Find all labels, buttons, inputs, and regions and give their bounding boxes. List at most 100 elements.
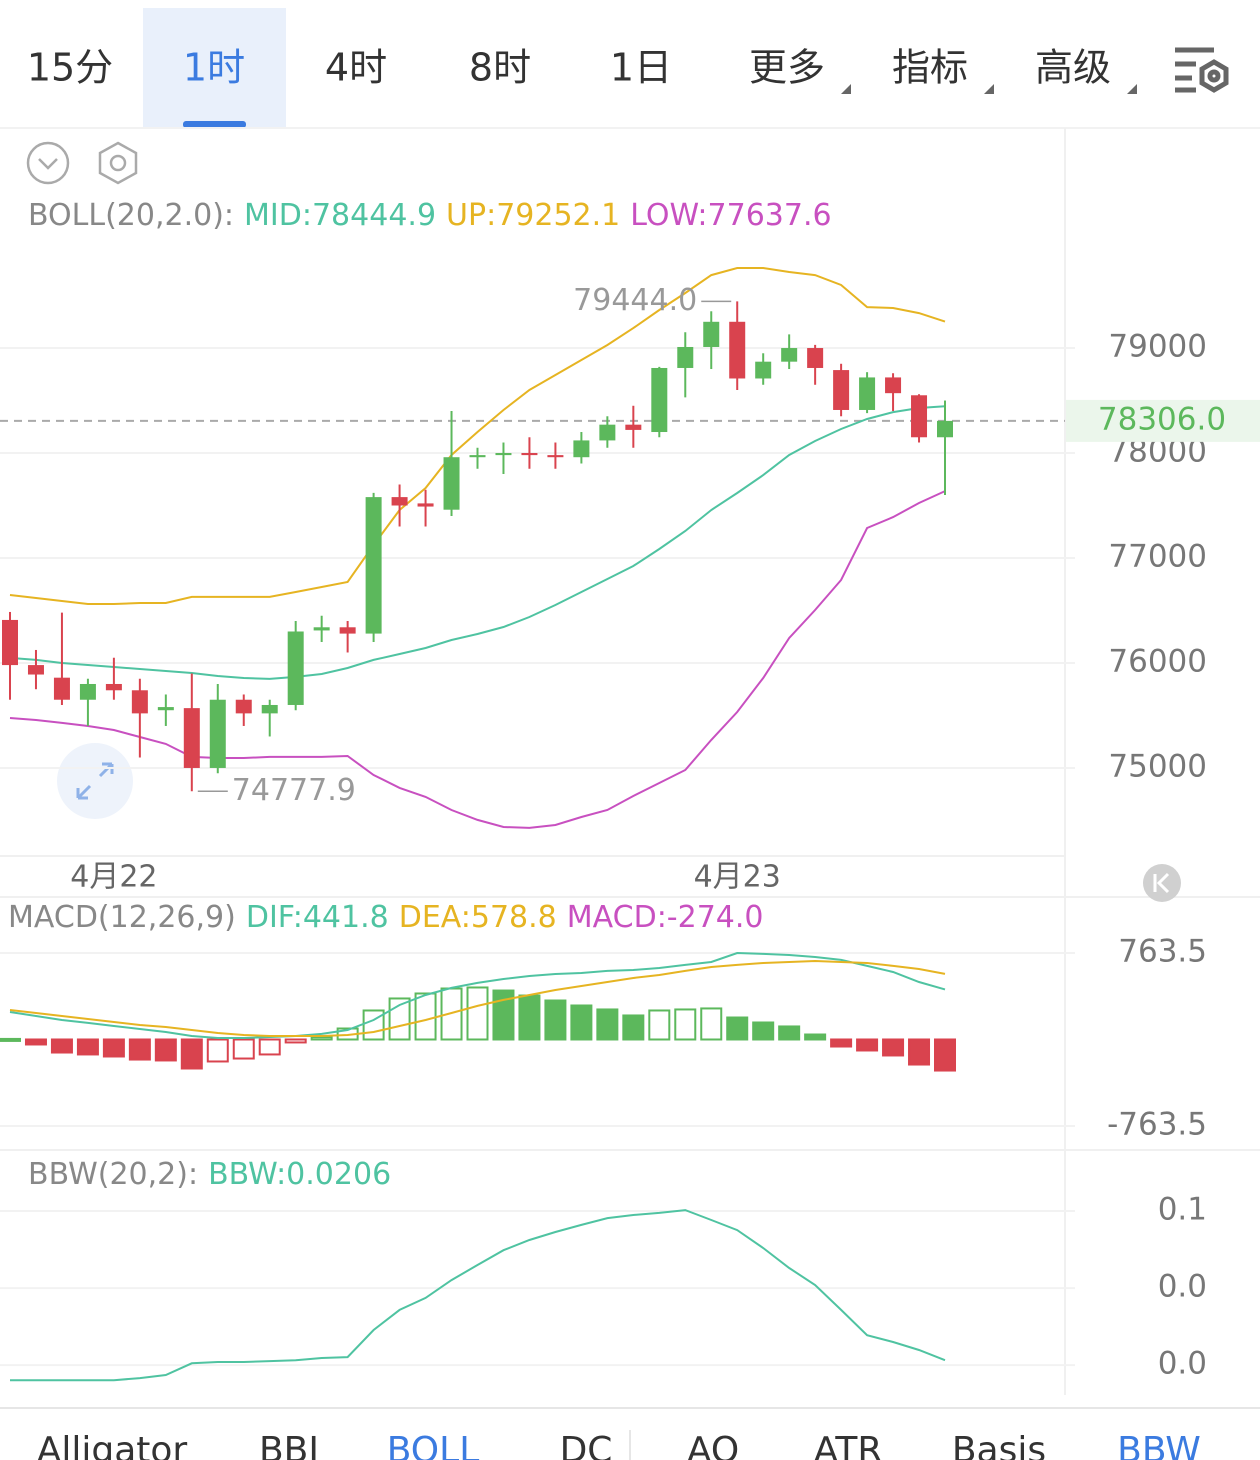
timeframe-tab[interactable]: 4时 xyxy=(325,46,387,90)
candle-body xyxy=(911,395,928,438)
candle-body xyxy=(365,497,382,634)
macd-bar xyxy=(570,1004,593,1041)
active-tab-underline xyxy=(183,121,246,128)
button-bg xyxy=(57,743,133,819)
macd-bar xyxy=(856,1038,879,1052)
indicator-tab[interactable]: DC xyxy=(560,1430,613,1460)
indicator-legend: BOLL(20,2.0): MID:78444.9 UP:79252.1 LOW:77… xyxy=(28,198,832,233)
candle-body xyxy=(573,440,590,458)
candle-body xyxy=(547,455,564,458)
indicator-tab[interactable]: AO xyxy=(687,1430,739,1460)
last-price-bg xyxy=(1066,399,1260,442)
menu-tab[interactable]: 高级 xyxy=(1035,46,1111,90)
macd-bar xyxy=(622,1014,645,1041)
macd-bar xyxy=(180,1038,203,1070)
timeframe-tab[interactable]: 15分 xyxy=(27,46,113,90)
candle-body xyxy=(677,346,694,368)
indicator-tab[interactable]: Basis xyxy=(952,1430,1046,1460)
y-tick-label: 763.5 xyxy=(1118,933,1207,969)
candle-body xyxy=(313,627,330,631)
legend-entry: DEA:578.8 xyxy=(399,900,557,935)
candle-body xyxy=(807,348,824,368)
candle-body xyxy=(209,699,226,768)
candle-body xyxy=(417,503,434,507)
collapse-icon[interactable] xyxy=(26,141,70,185)
candle-body xyxy=(53,677,70,700)
timeframe-tab[interactable]: 1日 xyxy=(610,46,672,90)
icon-hex xyxy=(98,141,138,185)
macd-bar xyxy=(206,1038,229,1063)
expand-button[interactable] xyxy=(57,743,133,819)
indicator-line xyxy=(9,405,946,680)
menu-tab[interactable]: 指标 xyxy=(892,46,968,90)
indicator-tab[interactable]: ATR xyxy=(814,1430,883,1460)
macd-bar xyxy=(76,1038,99,1056)
macd-bar xyxy=(648,1009,671,1041)
y-tick-label: 0.0 xyxy=(1158,1269,1207,1305)
candle-body xyxy=(599,424,616,441)
macd-bar xyxy=(414,992,437,1041)
macd-bar xyxy=(752,1021,775,1041)
candle-body xyxy=(339,627,356,634)
scroll-latest-button[interactable] xyxy=(1143,864,1181,902)
last-price-label: 78306.0 xyxy=(1098,401,1226,437)
indicator-tab[interactable]: BOLL xyxy=(387,1430,480,1460)
macd-bar xyxy=(102,1038,125,1058)
macd-bar xyxy=(882,1038,905,1057)
legend-entry: DIF:441.8 xyxy=(246,900,389,935)
y-tick-label: 79000 xyxy=(1108,329,1207,365)
candle-body xyxy=(833,370,850,410)
candle-body xyxy=(703,321,720,347)
icon-arrows xyxy=(76,762,114,800)
low-label: 74777.9 xyxy=(232,773,356,808)
settings-icon[interactable] xyxy=(1175,47,1229,93)
candle-body xyxy=(937,420,953,438)
x-tick-label: 4月22 xyxy=(70,860,157,895)
macd-bar xyxy=(310,1036,333,1041)
icon xyxy=(1153,872,1170,894)
legend-entry: LOW:77637.6 xyxy=(630,198,831,233)
indicator-title: BBW(20,2): xyxy=(28,1157,198,1192)
timeframe-tab[interactable]: 1时 xyxy=(183,46,245,90)
indicator-title: MACD(12,26,9) xyxy=(8,900,236,935)
candle-body xyxy=(625,424,642,430)
macd-bar xyxy=(24,1038,47,1046)
macd-bar xyxy=(596,1008,619,1041)
y-tick-label: 77000 xyxy=(1108,538,1207,574)
candle-body xyxy=(261,704,278,714)
button-bg xyxy=(1143,864,1181,902)
candle-body xyxy=(79,683,96,700)
macd-bar xyxy=(908,1038,931,1066)
candle-body xyxy=(287,631,304,705)
candle-body xyxy=(781,348,798,362)
candle-body xyxy=(27,665,44,675)
candle-body xyxy=(131,690,148,714)
y-tick-label: 76000 xyxy=(1108,643,1207,679)
menu-tab[interactable]: 更多 xyxy=(749,46,825,90)
macd-bar xyxy=(0,1037,21,1042)
indicator-tab[interactable]: Alligator xyxy=(37,1430,188,1460)
macd-bar xyxy=(258,1038,281,1056)
indicator-title: BOLL(20,2.0): xyxy=(28,198,234,233)
macd-bar xyxy=(544,999,567,1041)
indicator-legend: MACD(12,26,9) DIF:441.8 DEA:578.8 MACD:-274… xyxy=(8,900,764,935)
indicator-line xyxy=(9,951,946,1039)
high-label: 79444.0 xyxy=(573,283,697,318)
candle-body xyxy=(885,377,902,394)
indicator-line xyxy=(9,490,946,829)
icon-dot xyxy=(109,154,127,172)
candle-body xyxy=(859,377,876,410)
macd-bar xyxy=(804,1033,827,1041)
indicator-tab[interactable]: BBI xyxy=(259,1430,319,1460)
indicator-tab[interactable]: BBW xyxy=(1117,1430,1201,1460)
macd-bar xyxy=(128,1038,151,1061)
candle-body xyxy=(183,708,200,768)
dropdown-caret xyxy=(841,84,851,94)
y-tick-label: 75000 xyxy=(1108,748,1207,784)
chart-settings-icon[interactable] xyxy=(98,141,138,185)
candle-body xyxy=(495,453,512,456)
timeframe-tab[interactable]: 8时 xyxy=(469,46,531,90)
x-tick-label: 4月23 xyxy=(694,860,781,895)
candle-body xyxy=(651,367,668,433)
